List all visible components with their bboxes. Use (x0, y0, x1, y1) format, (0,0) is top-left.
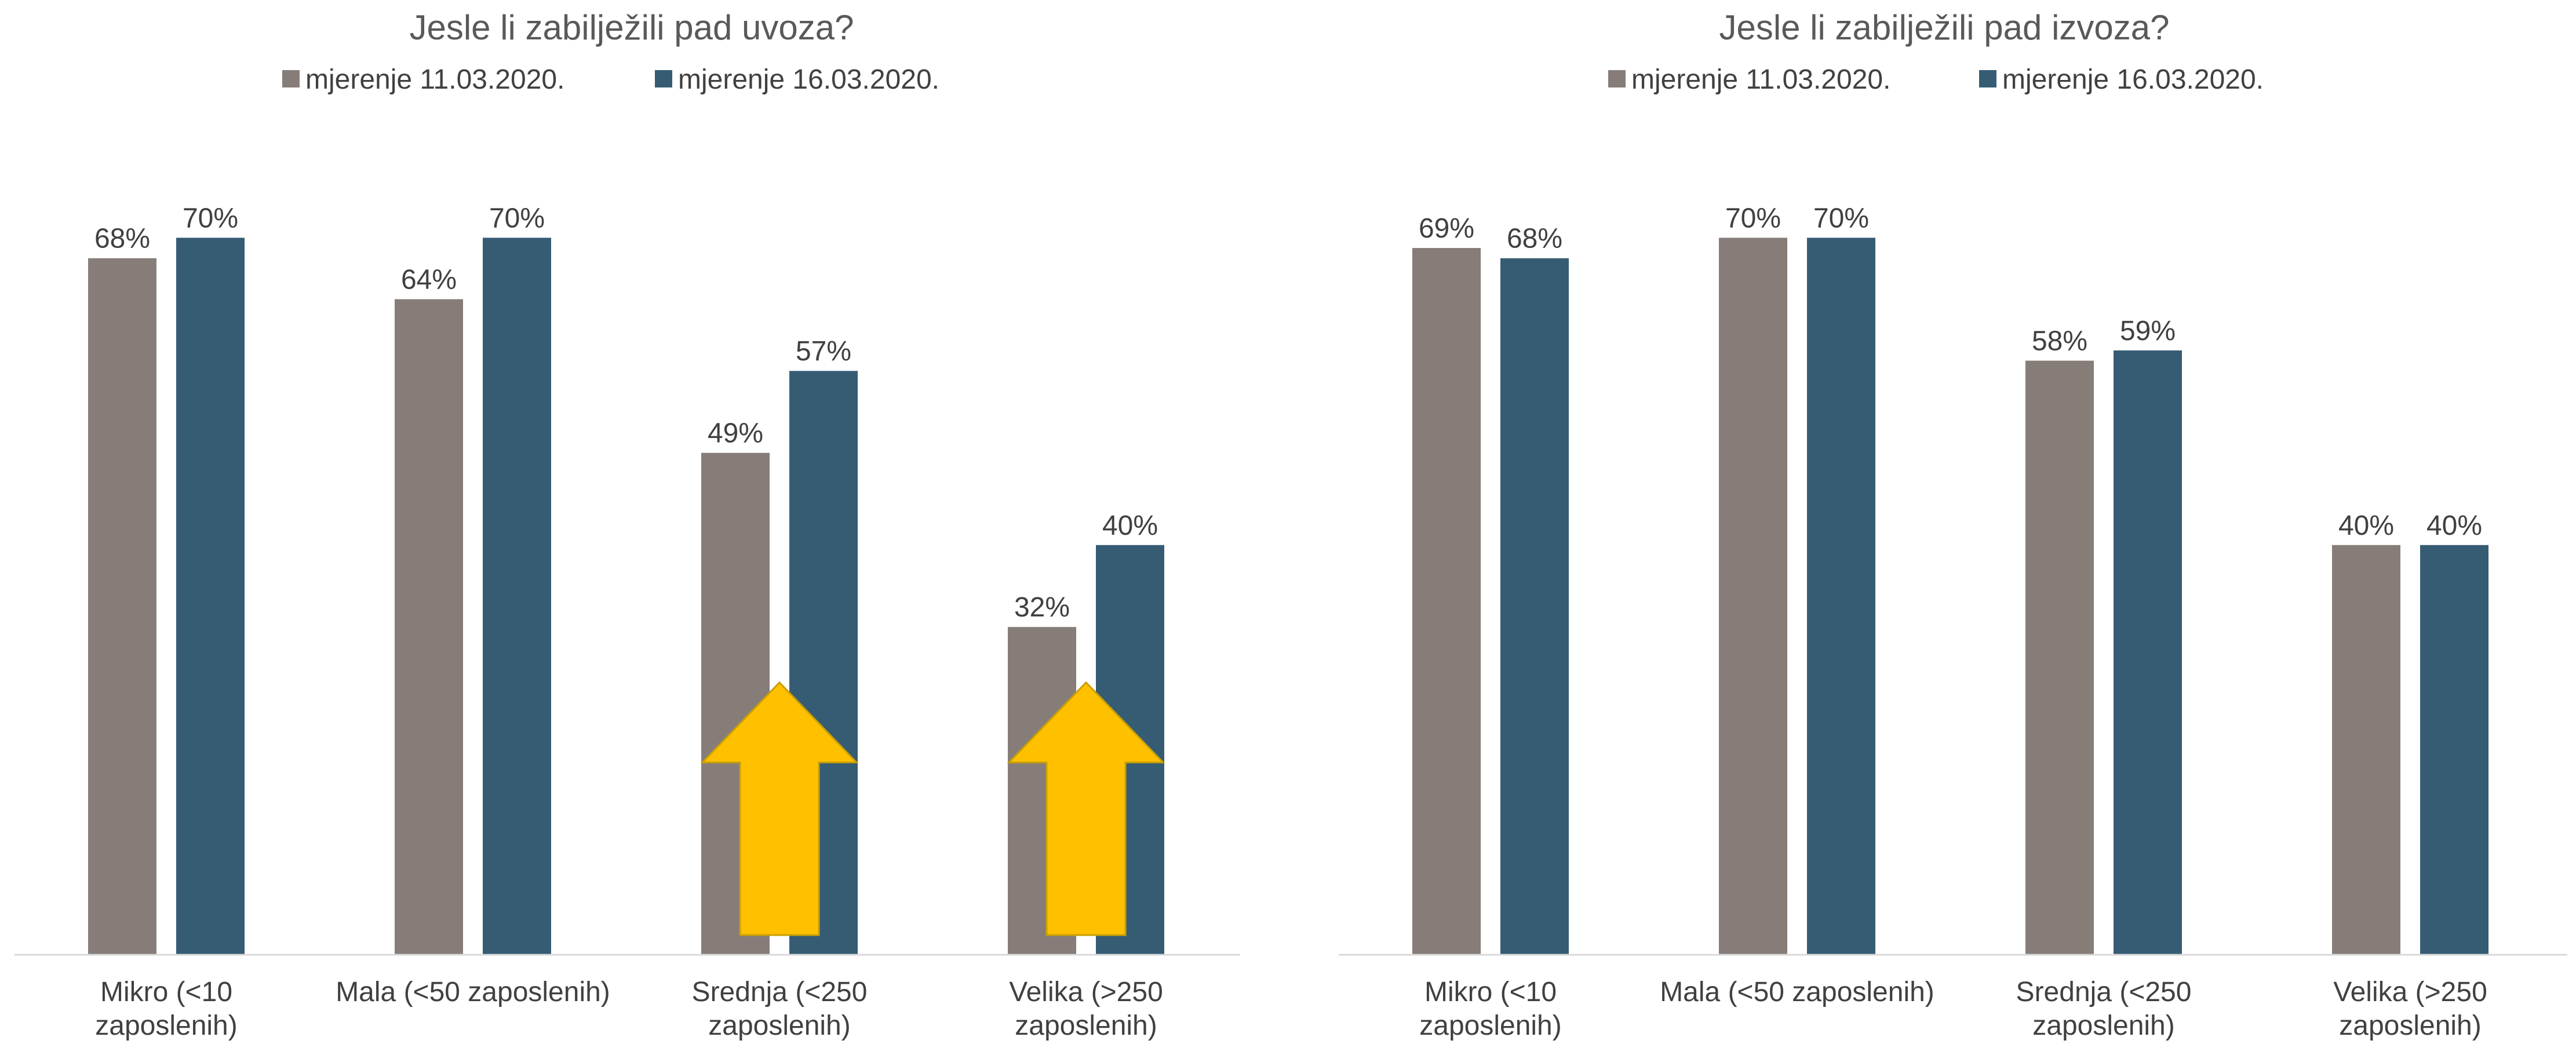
legend-swatch-series-2 (1979, 70, 1996, 87)
chart-title: Jesle li zabilježili pad uvoza? (409, 8, 854, 47)
data-label: 70% (183, 203, 238, 233)
import-decline-chart: Jesle li zabilježili pad uvoza? mjerenje… (14, 8, 1240, 1041)
legend-label-series-1: mjerenje 11.03.2020. (305, 64, 564, 95)
bar-2-1 (1500, 258, 1569, 955)
category-label: Srednja (<250 zaposlenih) (2016, 977, 2192, 1041)
bar-2-2 (483, 238, 551, 955)
category-label: Mala (<50 zaposlenih) (336, 977, 610, 1008)
data-label: 49% (708, 418, 763, 449)
up-arrow-icon (1007, 681, 1165, 936)
data-label: 68% (94, 224, 150, 254)
data-label: 58% (2032, 326, 2087, 357)
up-arrow-icon (700, 681, 859, 936)
data-label: 70% (489, 203, 545, 233)
category-label: Mala (<50 zaposlenih) (1660, 977, 1934, 1008)
data-label: 59% (2120, 316, 2176, 346)
legend: mjerenje 11.03.2020. mjerenje 16.03.2020… (282, 64, 939, 95)
legend-swatch-series-2 (655, 70, 672, 87)
bar-2-1 (176, 238, 245, 955)
bar-1-3 (2025, 360, 2094, 955)
data-label: 69% (1419, 213, 1474, 244)
legend-swatch-series-1 (282, 70, 300, 87)
category-label: Velika (>250 zaposlenih) (1009, 977, 1163, 1041)
data-label: 40% (2338, 510, 2394, 541)
bar-2-4 (2420, 545, 2488, 955)
bar-2-2 (1807, 238, 1875, 955)
bar-1-1 (1412, 248, 1481, 955)
bar-group: 68% 70% 64% 70% 49% 57% 32% 40% (88, 203, 1164, 955)
bar-1-1 (88, 258, 156, 955)
category-labels: Mikro (<10 zaposlenih) Mala (<50 zaposleni… (1419, 977, 2487, 1041)
category-label: Velika (>250 zaposlenih) (2333, 977, 2487, 1041)
legend-label-series-1: mjerenje 11.03.2020. (1631, 64, 1890, 95)
legend-label-series-2: mjerenje 16.03.2020. (2002, 64, 2264, 95)
data-label: 70% (1725, 203, 1781, 233)
category-label: Srednja (<250 zaposlenih) (692, 977, 868, 1041)
bar-1-2 (395, 299, 463, 955)
bar-1-4 (2332, 545, 2400, 955)
data-label: 32% (1014, 592, 1070, 623)
annotations (700, 681, 1165, 936)
category-label: Mikro (<10 zaposlenih) (95, 977, 237, 1041)
data-label: 70% (1813, 203, 1869, 233)
category-label: Mikro (<10 zaposlenih) (1419, 977, 1561, 1041)
data-label: 40% (1102, 510, 1158, 541)
chart-title: Jesle li zabilježili pad izvoza? (1719, 8, 2169, 47)
category-labels: Mikro (<10 zaposlenih) Mala (<50 zaposleni… (95, 977, 1163, 1041)
legend: mjerenje 11.03.2020. mjerenje 16.03.2020… (1608, 64, 2264, 95)
data-label: 57% (796, 336, 851, 367)
export-decline-chart: Jesle li zabilježili pad izvoza? mjerenj… (1339, 8, 2567, 1041)
data-label: 68% (1507, 224, 1562, 254)
data-label: 40% (2426, 510, 2482, 541)
legend-label-series-2: mjerenje 16.03.2020. (678, 64, 939, 95)
bar-1-2 (1719, 238, 1787, 955)
legend-swatch-series-1 (1608, 70, 1626, 87)
bar-group: 69% 68% 70% 70% 58% 59% 40% 40% (1412, 203, 2488, 955)
bar-2-3 (2114, 350, 2182, 955)
data-label: 64% (401, 264, 457, 295)
